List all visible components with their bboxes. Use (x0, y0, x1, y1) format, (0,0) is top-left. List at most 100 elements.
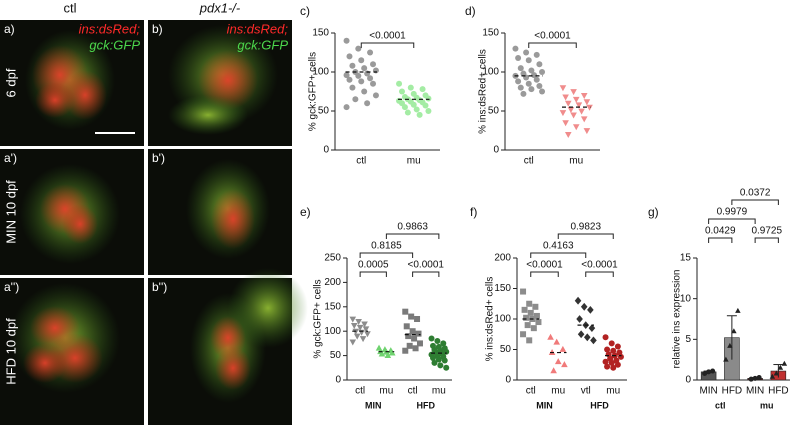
point (431, 359, 438, 366)
x-tick-label: ctl (355, 386, 365, 397)
point (425, 95, 432, 102)
point (521, 306, 528, 313)
x-tick-label: MIN (699, 386, 717, 397)
point (361, 321, 368, 328)
point (554, 358, 562, 365)
point (443, 364, 450, 371)
point (437, 362, 444, 369)
point (588, 324, 596, 333)
point (526, 337, 533, 344)
row-label: 6 dpf (3, 68, 18, 97)
point (525, 80, 532, 87)
point (580, 93, 588, 99)
y-tick-label: 50 (330, 350, 342, 361)
point (614, 343, 621, 350)
point (559, 110, 567, 117)
point (531, 72, 538, 79)
point (355, 72, 362, 79)
bracket (557, 233, 614, 239)
y-axis-label: relative ins expression (672, 270, 683, 369)
point (364, 100, 371, 107)
y-tick-label: 200 (494, 253, 511, 264)
point (559, 345, 567, 352)
x-tick-label: ctl (524, 156, 534, 167)
point (402, 308, 409, 315)
y-tick-label: 5 (685, 334, 691, 345)
y-tick-label: 50 (500, 344, 512, 355)
point (570, 89, 577, 96)
y-axis-label: % ins:dsRed+ cells (485, 277, 496, 362)
bracket (731, 199, 779, 205)
y-tick-label: 100 (324, 326, 341, 337)
panel-letter: b) (152, 22, 163, 36)
p-value: <0.0001 (581, 260, 618, 271)
point (523, 314, 530, 321)
point (525, 57, 532, 64)
bracket (530, 271, 559, 277)
point (608, 340, 615, 347)
y-tick-label: 0 (505, 375, 511, 386)
y-tick-label: 15 (680, 253, 692, 264)
point (752, 375, 758, 381)
point (587, 305, 594, 314)
point (583, 333, 591, 342)
point (710, 368, 716, 374)
panel-letter: a'') (4, 280, 19, 294)
point (610, 347, 617, 354)
p-value: <0.0001 (369, 31, 406, 42)
point (428, 335, 435, 342)
tissue (63, 70, 107, 120)
point (572, 96, 580, 103)
x-tick-label: HFD (768, 386, 789, 397)
point (370, 61, 377, 68)
point (367, 49, 374, 56)
point (346, 76, 353, 83)
point (520, 90, 527, 97)
point (533, 312, 540, 319)
point (602, 334, 609, 341)
point (349, 339, 357, 346)
point (577, 330, 585, 339)
panel-letter: d) (465, 4, 476, 18)
tissue (198, 50, 258, 110)
point (550, 367, 557, 374)
point (536, 61, 543, 68)
bracket (708, 218, 756, 224)
group-label: MIN (536, 400, 553, 410)
point (576, 315, 583, 323)
tissue (35, 82, 75, 118)
point (735, 307, 741, 313)
point (590, 336, 597, 345)
panel-letter: f) (470, 205, 477, 219)
x-tick-label: HFD (722, 386, 743, 397)
p-value: 0.8185 (371, 241, 402, 252)
column-label: pdx1-/- (199, 0, 241, 15)
point (429, 355, 436, 362)
x-tick-label: ctl (526, 386, 536, 397)
point (532, 303, 539, 310)
bracket (708, 237, 733, 243)
point (526, 300, 533, 307)
point (409, 328, 416, 335)
panel-letter: b'') (152, 280, 167, 294)
y-tick-label: 50 (488, 106, 500, 117)
x-tick-label: mu (569, 156, 583, 167)
point (561, 361, 568, 368)
y-tick-label: 150 (312, 28, 329, 39)
point (355, 319, 362, 326)
point (580, 116, 588, 123)
point (580, 302, 588, 311)
group-label: ctl (715, 400, 726, 410)
point (756, 375, 762, 381)
panel-letter: c) (300, 4, 310, 18)
x-tick-label: mu (432, 386, 446, 397)
y-tick-label: 150 (482, 28, 499, 39)
point (405, 333, 412, 340)
p-value: <0.0001 (408, 260, 445, 271)
point (349, 84, 356, 91)
point (515, 78, 522, 85)
point (702, 370, 708, 376)
panel-letter: e) (300, 205, 311, 219)
p-value: <0.0001 (526, 260, 563, 271)
point (372, 92, 379, 99)
